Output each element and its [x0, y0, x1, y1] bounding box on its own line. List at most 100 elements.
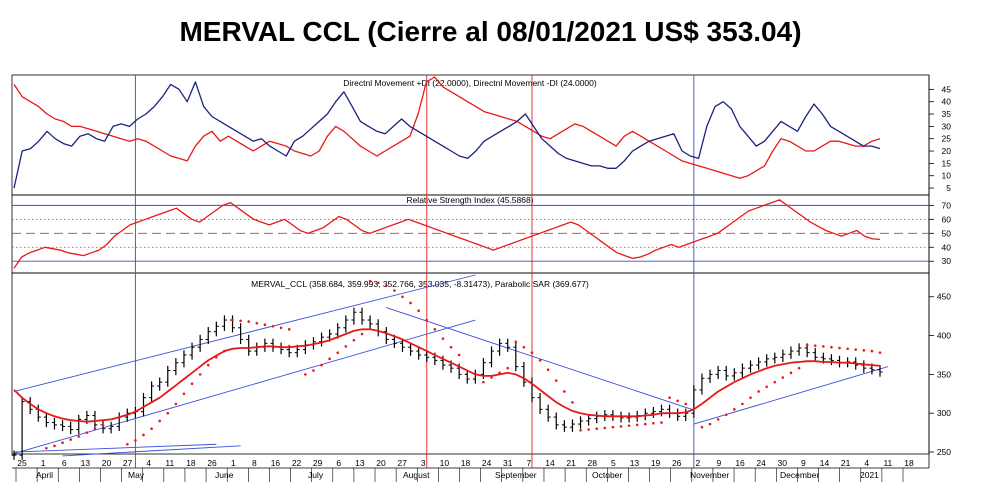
rsi-tick-label: 50: [942, 228, 952, 238]
sar-dot: [538, 359, 542, 362]
x-day-label: 6: [336, 458, 341, 468]
dmi-tick-label: 10: [942, 171, 952, 181]
price-bar: [68, 421, 74, 435]
price-bar: [650, 406, 656, 418]
sar-dot: [263, 323, 267, 326]
price-header: MERVAL_CCL (358.684, 359.993, 352.766, 3…: [251, 279, 589, 289]
sar-dot: [198, 373, 202, 376]
x-day-label: 9: [801, 458, 806, 468]
x-month-label: 2021: [860, 470, 879, 480]
price-bar: [100, 420, 106, 434]
price-bar: [189, 342, 195, 360]
sar-dot: [773, 380, 777, 384]
sar-dot: [741, 402, 744, 406]
price-bar: [731, 368, 737, 381]
trendline: [13, 274, 476, 392]
trendline: [62, 445, 241, 457]
sar-dot: [797, 366, 801, 370]
sar-dot: [417, 309, 420, 313]
price-bar: [408, 342, 414, 356]
x-day-label: 19: [651, 458, 661, 468]
price-bar: [667, 404, 673, 418]
sar-dot: [85, 431, 89, 434]
price-bar: [399, 338, 405, 352]
x-day-label: 31: [503, 458, 513, 468]
dmi-plus-line: [13, 81, 881, 189]
sar-dot: [522, 345, 526, 349]
price-bar: [594, 411, 600, 424]
chart-title: MERVAL CCL (Cierre al 08/01/2021 US$ 353…: [179, 16, 802, 47]
price-bar: [626, 412, 632, 423]
price-bar: [877, 365, 883, 377]
x-month-label: October: [592, 470, 622, 480]
x-month-label: May: [128, 470, 145, 480]
rsi-reference-lines: [12, 204, 929, 262]
dmi-tick-label: 15: [942, 158, 952, 168]
price-bar: [221, 315, 227, 331]
price-bar: [586, 413, 592, 426]
sar-dot: [158, 419, 161, 423]
price-bar: [489, 346, 495, 368]
sar-dot: [554, 379, 558, 382]
rsi-tick-label: 70: [942, 200, 952, 210]
price-bar: [529, 377, 535, 403]
dmi-tick-label: 20: [942, 146, 952, 156]
sar-dot: [733, 408, 736, 411]
price-bar: [51, 417, 57, 430]
x-day-label: 2: [695, 458, 700, 468]
dmi-tick-label: 45: [942, 84, 952, 94]
price-bar: [43, 412, 49, 428]
sar-dot: [498, 371, 501, 375]
sar-dot: [700, 425, 704, 429]
sar-dot: [401, 295, 404, 299]
price-bar: [505, 338, 511, 352]
sar-dot: [312, 369, 315, 372]
x-month-label: November: [690, 470, 729, 480]
sar-dot: [239, 319, 242, 323]
x-day-label: 4: [864, 458, 869, 468]
price-bar: [213, 321, 219, 337]
price-bar: [739, 363, 745, 378]
sar-dot: [433, 328, 437, 331]
sar-dot: [805, 343, 809, 347]
sar-dot: [320, 363, 323, 367]
price-bar: [553, 412, 559, 430]
price-bar: [367, 315, 373, 329]
sar-dot: [287, 328, 291, 331]
x-day-label: 30: [778, 458, 788, 468]
sar-dot: [676, 399, 679, 403]
x-axis: 25 1 6 13 20 27 4 11 18 26 1 8 16 22 29 6 13 20 27 3 10 18 24 3…: [15, 458, 914, 482]
price-bar: [246, 334, 252, 356]
x-day-label: 24: [482, 458, 492, 468]
price-bar: [230, 315, 236, 333]
price-bar: [472, 369, 478, 384]
sar-dot: [635, 423, 639, 427]
x-month-label: December: [780, 470, 819, 480]
sar-dot: [724, 413, 728, 417]
sar-dot: [53, 444, 56, 448]
sar-dot: [514, 340, 518, 344]
dmi-tick-label: 30: [942, 121, 952, 131]
sar-dot: [271, 324, 275, 328]
sar-dot: [643, 422, 647, 426]
sar-dot: [166, 411, 170, 415]
sar-dot: [150, 427, 153, 431]
rsi-series: [13, 199, 881, 269]
x-month-label: September: [495, 470, 537, 480]
price-bar: [715, 365, 721, 380]
price-bar: [561, 420, 567, 432]
sar-dot: [587, 428, 590, 431]
sar-dot: [765, 385, 768, 389]
price-bar: [537, 393, 543, 414]
x-day-label: 9: [717, 458, 722, 468]
x-day-label: 27: [397, 458, 407, 468]
sar-dot: [546, 368, 550, 372]
sar-dot: [368, 279, 372, 283]
sar-dot: [449, 345, 453, 349]
x-day-label: 16: [271, 458, 281, 468]
sar-dot: [692, 407, 696, 410]
sar-dot: [627, 424, 631, 427]
price-bar: [707, 369, 713, 383]
sar-dot: [603, 426, 607, 430]
price-bar: [157, 377, 163, 391]
